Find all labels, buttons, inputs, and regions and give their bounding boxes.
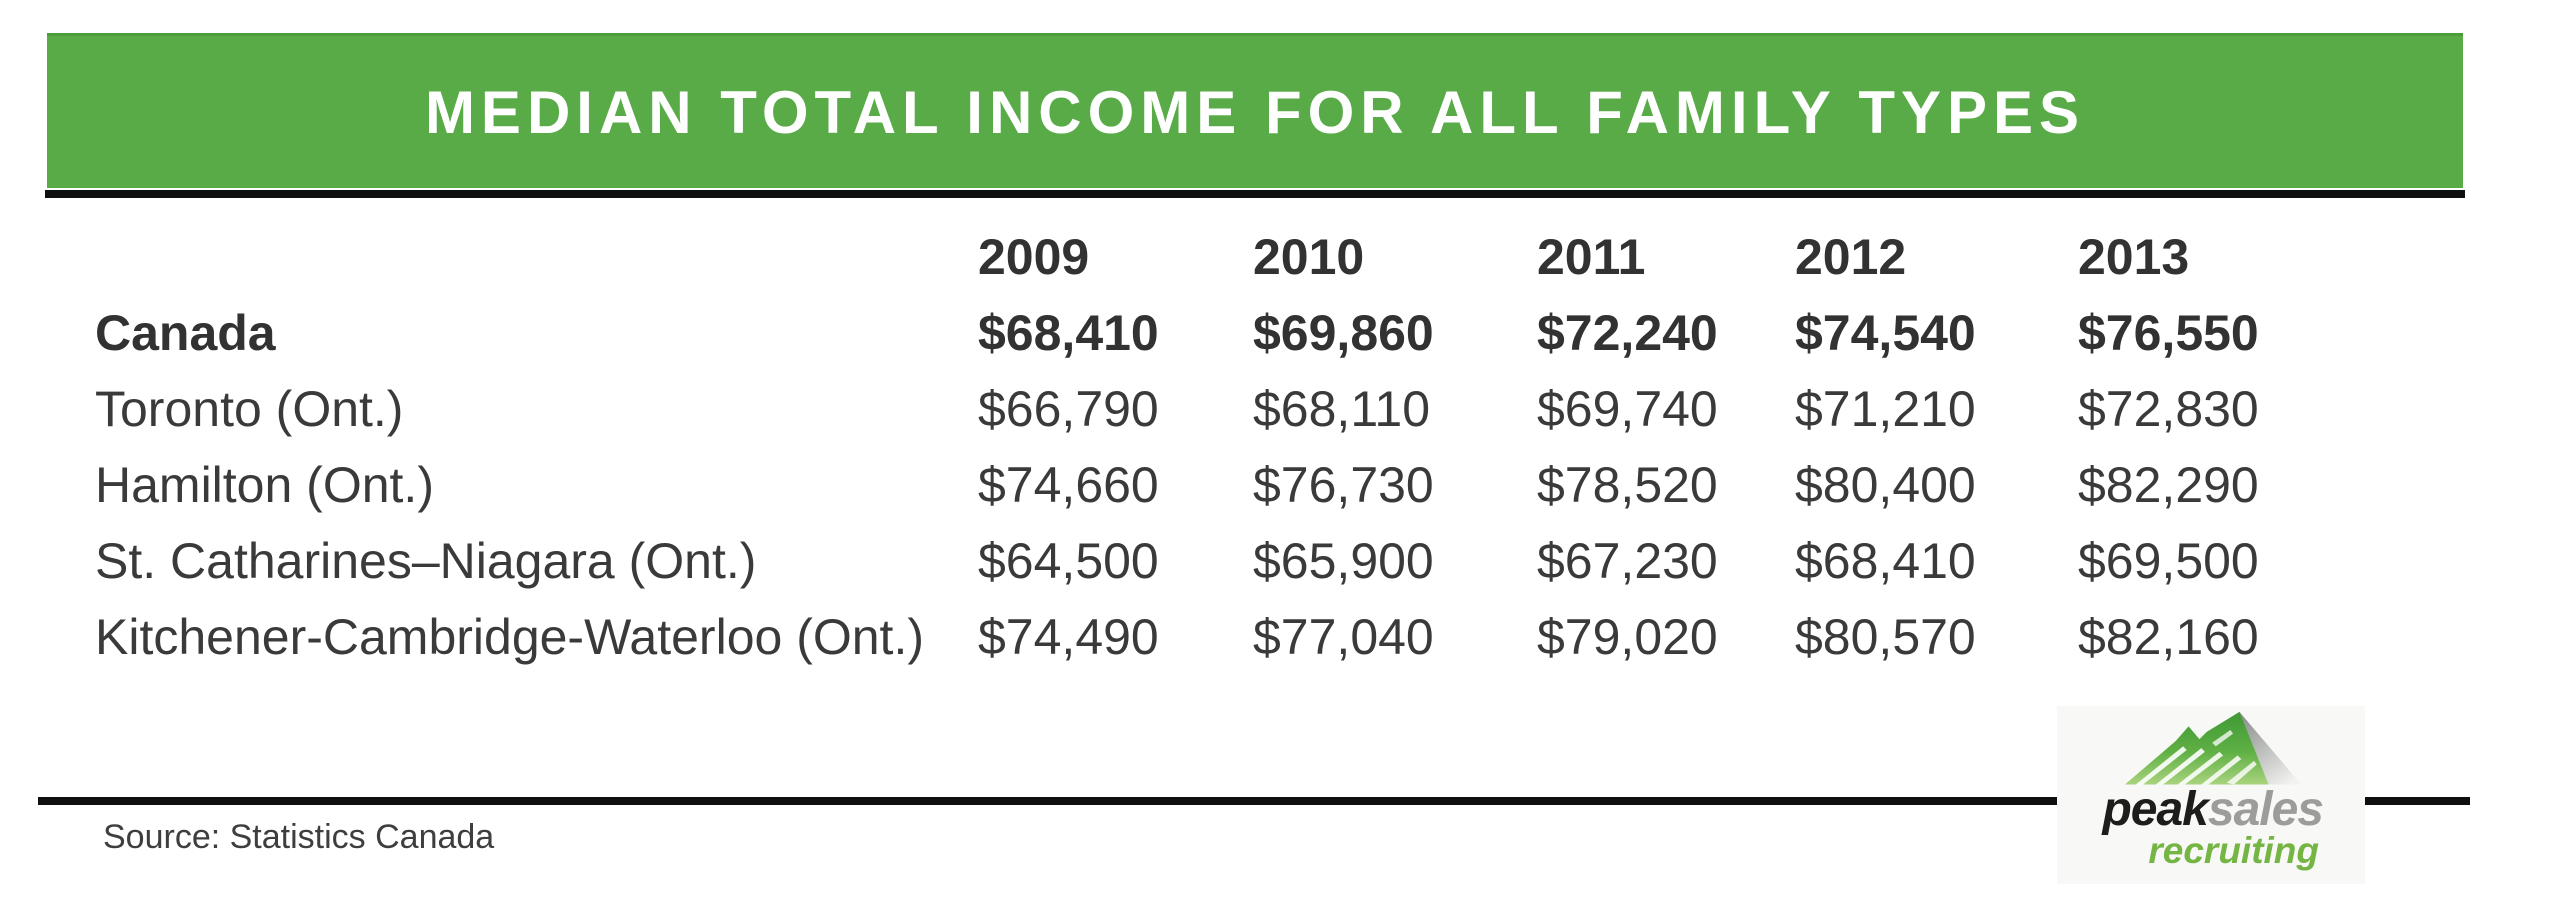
bottom-divider-line bbox=[38, 797, 2470, 805]
year-header: 2009 bbox=[978, 229, 1090, 285]
cell-value: $76,730 bbox=[1253, 457, 1434, 513]
year-header: 2010 bbox=[1253, 229, 1365, 285]
brand-wordmark: peaksales bbox=[2102, 786, 2324, 834]
cell-value: $72,830 bbox=[2078, 381, 2259, 437]
corner-cell bbox=[95, 219, 978, 295]
cell-value: $69,860 bbox=[1253, 305, 1434, 361]
row-label: Toronto (Ont.) bbox=[95, 381, 404, 437]
peaksales-logo: peaksales recruiting bbox=[2057, 706, 2365, 884]
cell-value: $67,230 bbox=[1537, 533, 1718, 589]
year-header: 2013 bbox=[2078, 229, 2190, 285]
source-note: Source: Statistics Canada bbox=[103, 818, 495, 856]
brand-sales: sales bbox=[2207, 783, 2324, 836]
cell-value: $65,900 bbox=[1253, 533, 1434, 589]
title-banner: MEDIAN TOTAL INCOME FOR ALL FAMILY TYPES bbox=[47, 33, 2463, 188]
cell-value: $76,550 bbox=[2078, 305, 2259, 361]
row-label: Kitchener-Cambridge-Waterloo (Ont.) bbox=[95, 609, 924, 665]
brand-tagline: recruiting bbox=[2148, 830, 2319, 871]
cell-value: $78,520 bbox=[1537, 457, 1718, 513]
cell-value: $80,400 bbox=[1795, 457, 1976, 513]
cell-value: $82,290 bbox=[2078, 457, 2259, 513]
cell-value: $74,490 bbox=[978, 609, 1159, 665]
cell-value: $69,740 bbox=[1537, 381, 1718, 437]
cell-value: $71,210 bbox=[1795, 381, 1976, 437]
row-label: St. Catharines–Niagara (Ont.) bbox=[95, 533, 757, 589]
cell-value: $68,410 bbox=[978, 305, 1159, 361]
cell-value: $69,500 bbox=[2078, 533, 2259, 589]
page-title: MEDIAN TOTAL INCOME FOR ALL FAMILY TYPES bbox=[424, 78, 2086, 146]
cell-value: $82,160 bbox=[2078, 609, 2259, 665]
top-divider-line bbox=[45, 190, 2465, 198]
year-header: 2012 bbox=[1795, 229, 1907, 285]
mountain-peak-icon bbox=[2124, 711, 2302, 785]
row-label: Hamilton (Ont.) bbox=[95, 457, 434, 513]
cell-value: $66,790 bbox=[978, 381, 1159, 437]
cell-value: $79,020 bbox=[1537, 609, 1718, 665]
cell-value: $74,660 bbox=[978, 457, 1159, 513]
brand-peak: peak bbox=[2102, 783, 2208, 836]
cell-value: $74,540 bbox=[1795, 305, 1976, 361]
cell-value: $80,570 bbox=[1795, 609, 1976, 665]
income-table: 2009 2010 2011 2012 2013 Canada $68,410 … bbox=[95, 219, 2378, 675]
cell-value: $68,410 bbox=[1795, 533, 1976, 589]
row-label: Canada bbox=[95, 305, 276, 361]
year-header: 2011 bbox=[1537, 229, 1646, 285]
cell-value: $64,500 bbox=[978, 533, 1159, 589]
cell-value: $68,110 bbox=[1253, 381, 1431, 437]
cell-value: $77,040 bbox=[1253, 609, 1434, 665]
cell-value: $72,240 bbox=[1537, 305, 1718, 361]
